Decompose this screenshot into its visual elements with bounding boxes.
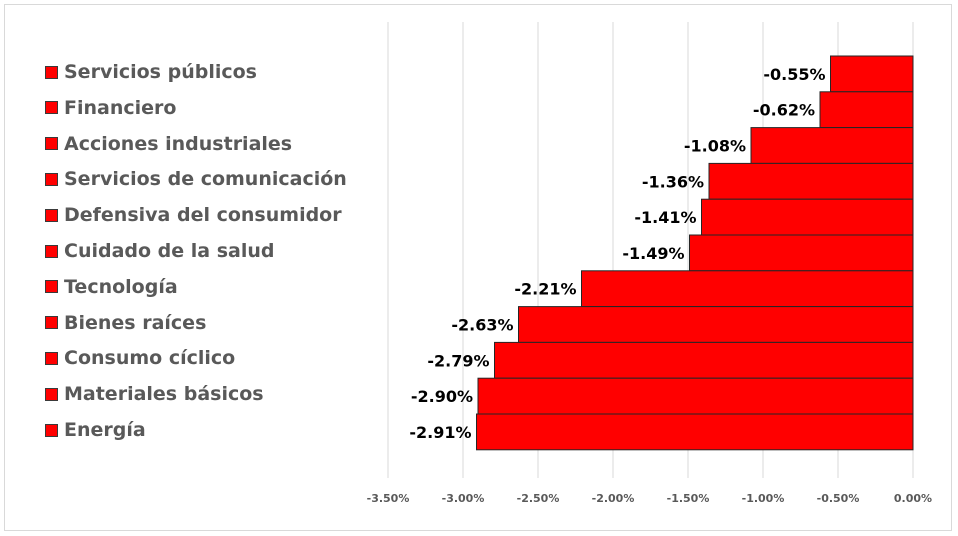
data-labels: -0.55% -0.62% -1.08% -1.36% -1.41% -1.49% -2.2… [409,65,825,442]
legend-item: Energía [45,416,146,444]
legend-item: Consumo cíclico [45,344,235,372]
legend-swatch [45,280,58,294]
legend-item: Financiero [45,94,176,122]
legend-label: Tecnología [64,275,178,298]
legend-label: Acciones industriales [64,132,293,155]
bar [477,377,914,415]
legend-label: Consumo cíclico [64,347,236,370]
bar [830,55,914,93]
data-label: -0.55% [763,65,825,84]
data-label: -2.63% [451,316,513,335]
legend-item: Bienes raíces [45,309,206,337]
x-tick-label: -3.50% [367,492,410,505]
data-label: -1.49% [622,244,684,263]
legend-swatch [45,316,58,330]
bar [581,270,914,308]
data-label: -2.90% [411,387,473,406]
legend-item: Tecnología [45,273,178,301]
legend-swatch [45,101,58,115]
bar [494,341,914,379]
legend-swatch [45,423,58,437]
data-label: -1.08% [684,137,746,156]
legend-swatch [45,244,58,258]
legend-label: Servicios de comunicación [64,168,347,191]
data-label: -2.91% [409,423,471,442]
legend-swatch [45,65,58,79]
legend-label: Financiero [64,96,177,119]
bar [689,234,914,272]
legend-swatch [45,387,58,401]
legend-label: Servicios públicos [64,61,257,83]
x-tick-label: -1.00% [742,492,785,505]
legend-label: Energía [64,419,146,441]
bar [708,162,914,200]
data-label: -1.36% [642,172,704,191]
x-tick-label: -2.50% [517,492,560,505]
legend-swatch [45,208,58,222]
legend-label: Materiales básicos [64,383,264,406]
data-label: -0.62% [753,101,815,120]
legend-swatch [45,351,58,365]
legend-label: Bienes raíces [64,311,207,334]
legend-label: Defensiva del consumidor [64,204,342,227]
x-axis-ticks: -3.50% -3.00% -2.50% -2.00% -1.50% -1.00% -0.5… [367,492,932,505]
legend-swatch [45,172,58,186]
legend-item: Materiales básicos [45,380,264,408]
bar [750,127,914,164]
legend-item: Servicios públicos [45,58,257,86]
bar [518,306,914,343]
x-tick-label: -2.00% [592,492,635,505]
legend-swatch [45,137,58,151]
data-label: -1.41% [634,208,696,227]
x-tick-label: 0.00% [894,492,932,505]
legend-item: Cuidado de la salud [45,237,275,265]
x-tick-label: -3.00% [442,492,485,505]
x-tick-label: -1.50% [667,492,710,505]
data-label: -2.79% [427,351,489,370]
bar [701,198,914,236]
legend-label: Cuidado de la salud [64,240,275,262]
legend-item: Servicios de comunicación [45,165,347,193]
legend-item: Defensiva del consumidor [45,201,342,229]
bar [819,91,914,129]
bars [476,55,914,451]
bar [476,413,914,451]
x-tick-label: -0.50% [817,492,860,505]
data-label: -2.21% [514,280,576,299]
legend-item: Acciones industriales [45,130,292,158]
